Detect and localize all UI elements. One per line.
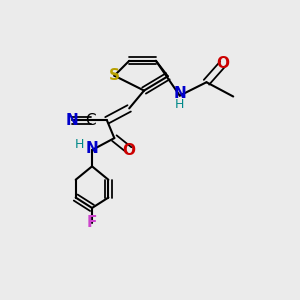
Text: O: O	[216, 56, 229, 71]
Text: N: N	[173, 86, 186, 101]
Text: C: C	[85, 113, 96, 128]
Text: H: H	[175, 98, 184, 111]
Text: F: F	[87, 215, 97, 230]
Text: S: S	[109, 68, 120, 83]
Text: O: O	[123, 142, 136, 158]
Text: N: N	[86, 141, 98, 156]
Text: H: H	[75, 138, 84, 151]
Text: N: N	[66, 113, 79, 128]
